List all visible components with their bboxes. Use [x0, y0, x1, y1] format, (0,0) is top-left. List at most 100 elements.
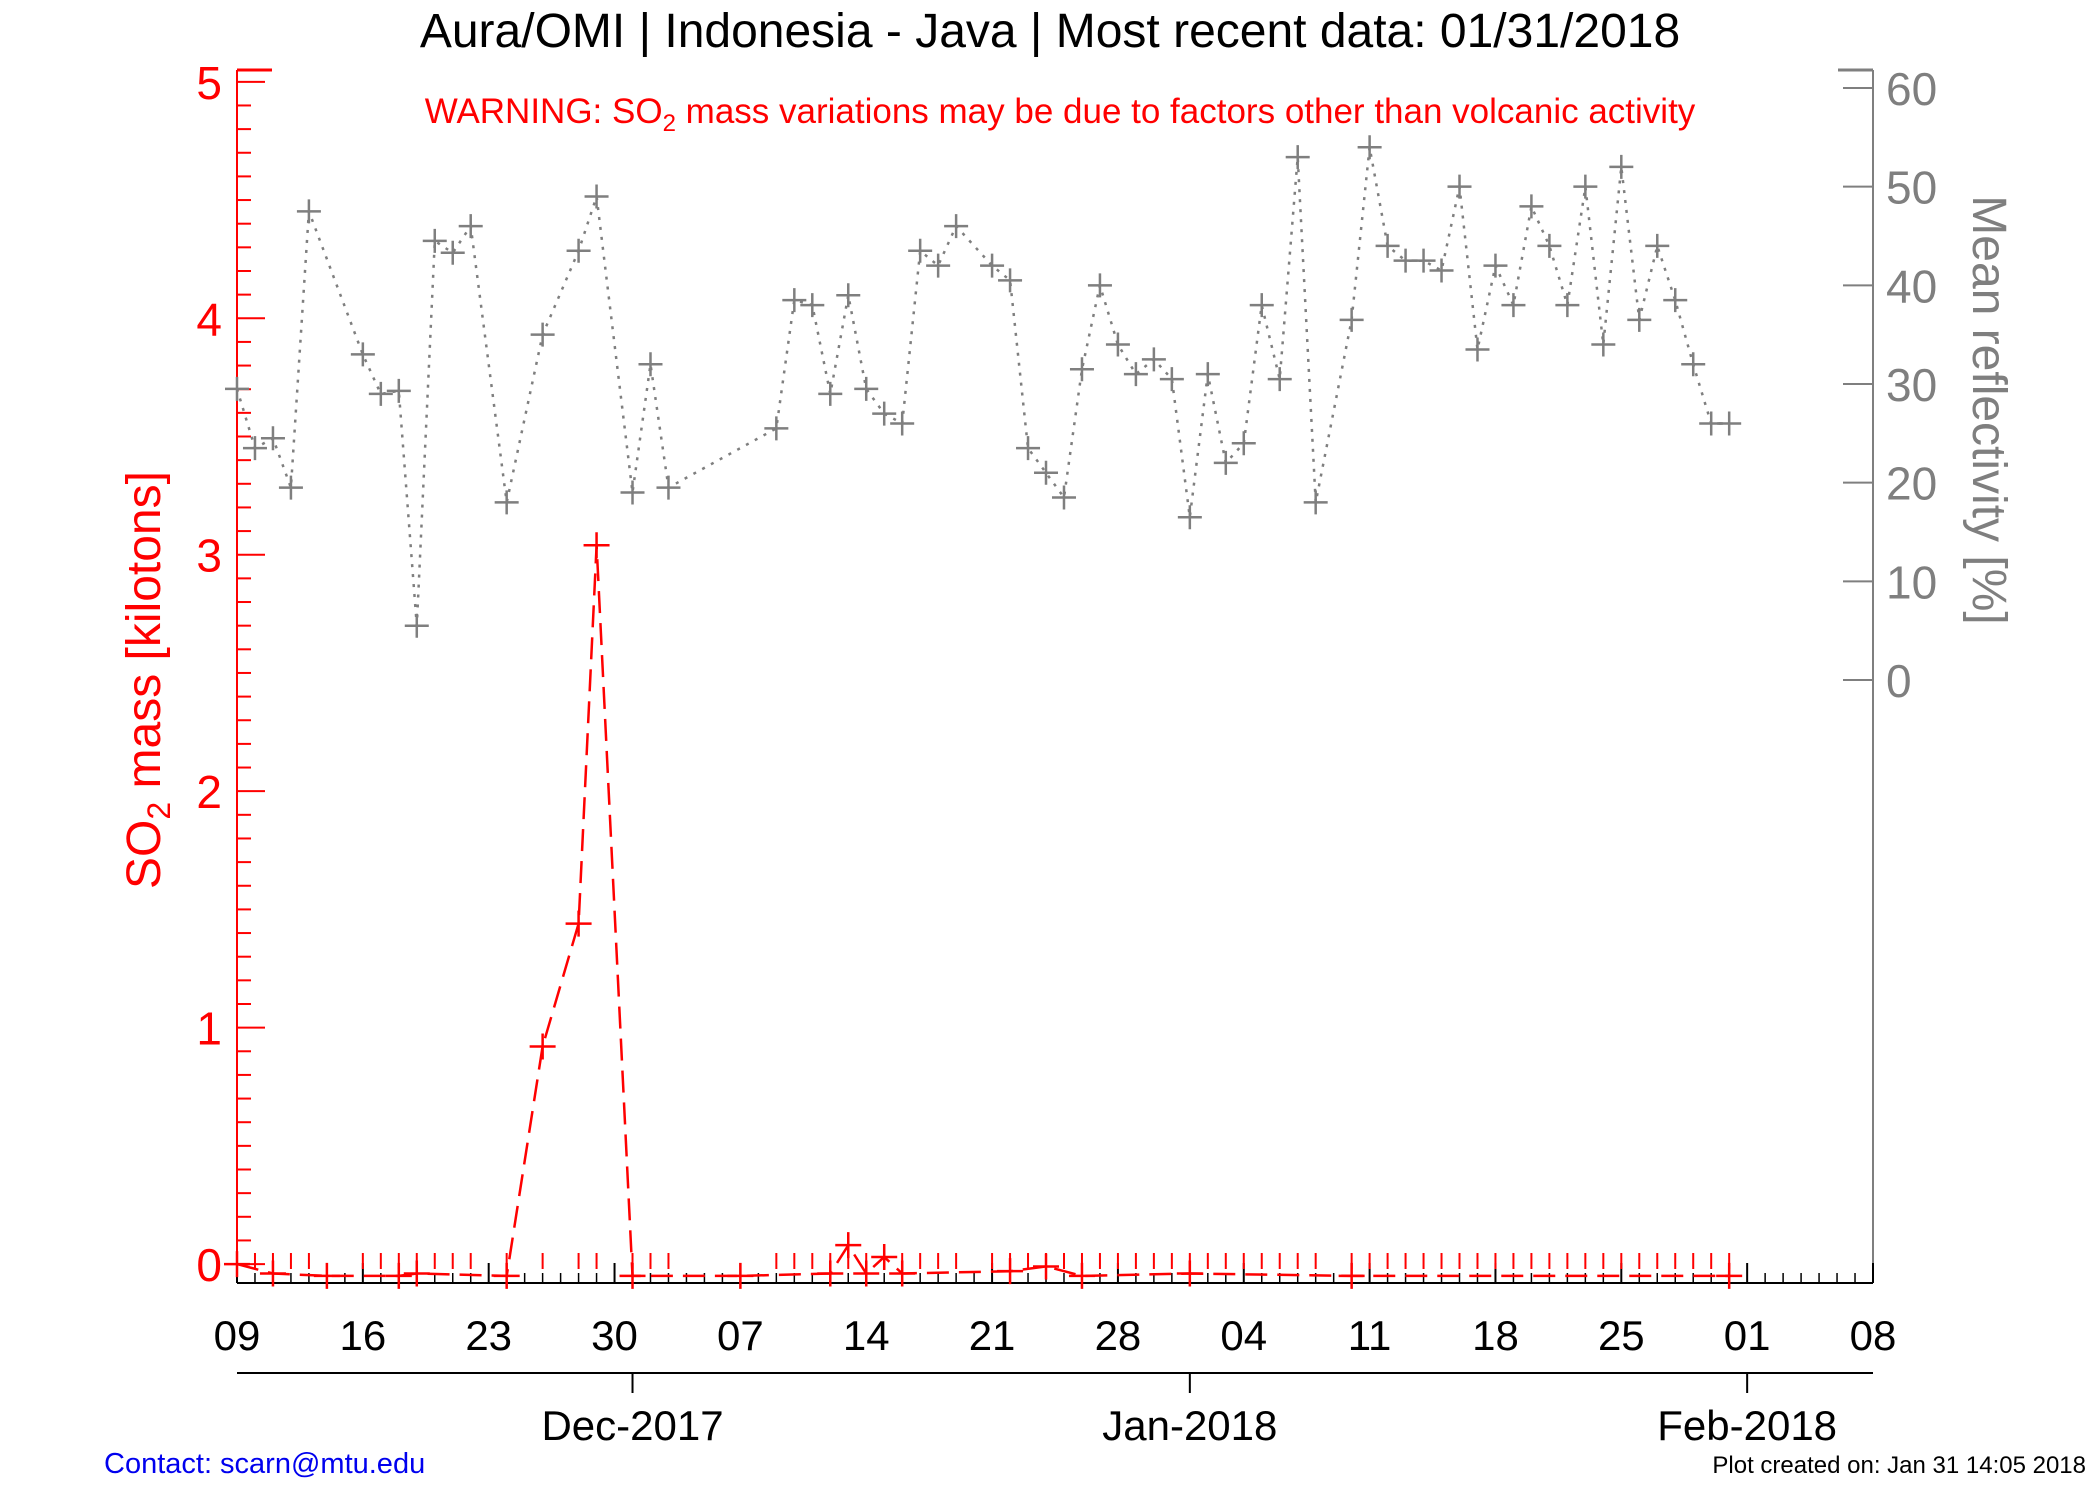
reflectivity-point: [440, 240, 465, 265]
so2-point: [1068, 1262, 1095, 1289]
reflectivity-point: [225, 376, 249, 401]
reflectivity-point: [1051, 485, 1076, 510]
contact-email[interactable]: Contact: scarn@mtu.edu: [104, 1448, 426, 1480]
y-right-label: Mean reflectivity [%]: [1962, 195, 2015, 624]
reflectivity-point: [944, 214, 969, 239]
reflectivity-point: [530, 322, 555, 347]
so2-point: [529, 1033, 556, 1060]
y-left-label: SO2 mass [kilotons]: [118, 471, 177, 889]
reflectivity-point: [1717, 411, 1742, 436]
so2-line: [236, 545, 1730, 1278]
reflectivity-point: [1105, 332, 1130, 357]
reflectivity-point: [1267, 367, 1292, 392]
reflectivity-point: [1231, 431, 1256, 456]
reflectivity-point: [818, 381, 843, 406]
reflectivity-point: [854, 376, 879, 401]
x-tick-label: 30: [591, 1312, 638, 1359]
x-axis-ticks: 09 16 23 30 07 14 21 28 04 11 18 25 01 08 Dec-2017 Jan-…: [214, 1263, 1896, 1449]
month-label: Feb-2018: [1657, 1402, 1837, 1449]
y-right-tick-label: 10: [1886, 556, 1937, 608]
warning-text-post: mass variations may be due to factors ot…: [676, 92, 1696, 131]
reflectivity-point: [1555, 293, 1580, 318]
y-left-tick-label: 2: [196, 766, 222, 818]
so2-rug-ticks: [236, 1253, 1731, 1269]
right-axis-ticks: 0 10 20 30 40 50 60: [1843, 63, 1937, 707]
x-tick-label: 21: [969, 1312, 1016, 1359]
reflectivity-series: [225, 135, 1742, 638]
reflectivity-point: [1573, 174, 1598, 199]
reflectivity-point: [1465, 337, 1490, 362]
reflectivity-point: [1411, 248, 1436, 273]
reflectivity-point: [566, 238, 591, 263]
reflectivity-point: [1177, 505, 1202, 530]
x-tick-label: 07: [717, 1312, 764, 1359]
warning-text-pre: WARNING: SO: [425, 92, 663, 131]
so2-point: [1338, 1262, 1365, 1289]
so2-point: [1716, 1262, 1743, 1289]
reflectivity-point: [458, 214, 483, 239]
reflectivity-point: [1501, 293, 1526, 318]
reflectivity-point: [926, 253, 951, 278]
so2-point: [871, 1243, 898, 1270]
so2-point: [889, 1260, 916, 1287]
so2-point: [565, 910, 592, 937]
x-tick-label: 16: [339, 1312, 386, 1359]
y-left-tick-label: 5: [196, 57, 222, 109]
so2-point: [493, 1262, 520, 1289]
reflectivity-point: [494, 490, 519, 515]
reflectivity-point: [1339, 307, 1364, 332]
x-tick-label: 01: [1724, 1312, 1771, 1359]
so2-point: [997, 1258, 1024, 1285]
warning-text-sub: 2: [663, 110, 676, 137]
reflectivity-point: [1483, 253, 1508, 278]
reflectivity-point: [782, 288, 807, 313]
so2-series: [224, 532, 1743, 1289]
reflectivity-point: [1249, 293, 1274, 318]
y-left-label-pre: SO: [118, 820, 171, 889]
reflectivity-point: [1123, 362, 1148, 387]
y-right-tick-label: 60: [1886, 63, 1937, 115]
so2-point: [619, 1262, 646, 1289]
so2-point: [817, 1260, 844, 1287]
reflectivity-point: [386, 378, 411, 403]
reflectivity-point: [1195, 362, 1220, 387]
x-tick-label: 28: [1095, 1312, 1142, 1359]
y-right-tick-label: 50: [1886, 162, 1937, 214]
x-tick-label: 14: [843, 1312, 890, 1359]
y-left-tick-label: 1: [196, 1003, 222, 1055]
reflectivity-point: [980, 253, 1005, 278]
so2-point: [727, 1262, 754, 1289]
reflectivity-point: [656, 475, 681, 500]
reflectivity-point: [296, 199, 321, 224]
reflectivity-point: [1357, 135, 1382, 160]
month-label: Jan-2018: [1102, 1402, 1277, 1449]
y-right-tick-label: 30: [1886, 359, 1937, 411]
reflectivity-point: [1681, 352, 1706, 377]
x-tick-label: 25: [1598, 1312, 1645, 1359]
reflectivity-point: [1537, 233, 1562, 258]
so2-point: [1176, 1260, 1203, 1287]
reflectivity-point: [422, 228, 447, 253]
reflectivity-point: [1663, 288, 1688, 313]
reflectivity-point: [1087, 273, 1112, 298]
reflectivity-point: [620, 480, 645, 505]
reflectivity-point: [1591, 332, 1616, 357]
y-left-tick-label: 4: [196, 293, 222, 345]
so2-point: [403, 1260, 430, 1287]
warning-text: WARNING: SO2 mass variations may be due …: [425, 92, 1696, 137]
reflectivity-point: [890, 411, 915, 436]
reflectivity-point: [260, 426, 285, 451]
so2-point: [1033, 1253, 1060, 1280]
reflectivity-point: [1069, 357, 1094, 382]
reflectivity-point: [836, 283, 861, 308]
so2-point: [385, 1262, 412, 1289]
so2-point: [313, 1262, 340, 1289]
reflectivity-point: [584, 184, 609, 209]
reflectivity-point: [1429, 258, 1454, 283]
chart-title: Aura/OMI | Indonesia - Java | Most recen…: [420, 5, 1680, 58]
x-tick-label: 23: [465, 1312, 512, 1359]
reflectivity-point: [872, 401, 897, 426]
reflectivity-point: [800, 293, 825, 318]
reflectivity-point: [1627, 307, 1652, 332]
reflectivity-point: [764, 416, 789, 441]
